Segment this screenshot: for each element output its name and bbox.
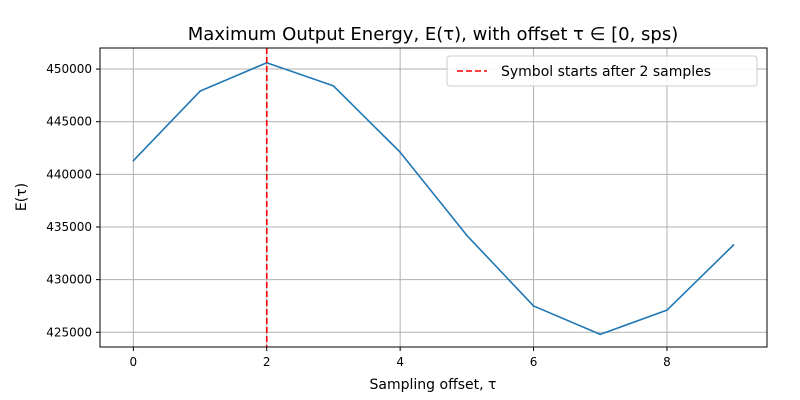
x-tick-label: 2	[263, 355, 271, 369]
grid	[100, 48, 767, 347]
legend: Symbol starts after 2 samples	[446, 55, 758, 87]
y-tick-label: 450000	[46, 62, 92, 76]
energy-data-point	[199, 90, 201, 92]
y-tick-label: 430000	[46, 273, 92, 287]
energy-data-point	[666, 309, 668, 311]
y-axis-label: E(τ)	[14, 183, 30, 211]
energy-data-point	[132, 159, 135, 162]
energy-data-point	[732, 244, 735, 246]
energy-data-point	[466, 234, 468, 237]
plot-frame	[99, 47, 768, 348]
energy-data-point	[332, 85, 335, 87]
x-tick-label: 6	[530, 355, 538, 369]
y-tick-label: 425000	[46, 325, 92, 339]
x-tick-label: 0	[130, 355, 138, 369]
energy-data-point	[399, 151, 401, 154]
x-axis-label: Sampling offset, τ	[370, 377, 497, 393]
legend-box	[446, 55, 758, 87]
y-tick-label: 445000	[46, 115, 92, 129]
series-layer	[132, 48, 735, 347]
energy-series-line	[132, 61, 735, 336]
x-tick-label: 4	[396, 355, 404, 369]
legend-label: Symbol starts after 2 samples	[501, 64, 711, 80]
energy-data-point	[532, 305, 535, 307]
x-tick-label: 8	[663, 355, 671, 369]
chart-title: Maximum Output Energy, E(τ), with offset…	[188, 24, 678, 45]
ticks: 0 2 4 6 8 425000 430000 435000 440000 445000 45000…	[46, 62, 671, 369]
y-tick-label: 435000	[46, 220, 92, 234]
y-tick-label: 440000	[46, 167, 92, 181]
energy-data-point	[599, 333, 602, 336]
